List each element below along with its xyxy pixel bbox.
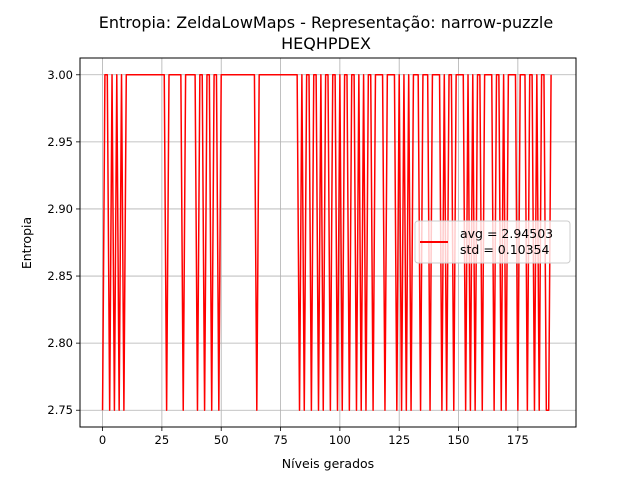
chart-title-line2: HEQHPDEX	[281, 34, 371, 53]
legend-box	[414, 220, 571, 264]
legend-std-text: std = 0.10354	[460, 242, 550, 257]
x-tick-label: 150	[448, 433, 470, 447]
legend-avg-text: avg = 2.94503	[460, 226, 553, 241]
x-tick-label: 25	[155, 433, 170, 447]
x-axis-label: Níveis gerados	[282, 456, 374, 471]
y-axis-label: Entropia	[19, 217, 34, 269]
y-tick-label: 3.00	[47, 68, 73, 82]
x-tick-label: 125	[388, 433, 410, 447]
y-tick-label: 2.80	[47, 336, 73, 350]
x-tick-label: 50	[214, 433, 229, 447]
chart-title-line1: Entropia: ZeldaLowMaps - Representação: …	[99, 13, 553, 32]
legend: avg = 2.94503 std = 0.10354	[414, 220, 571, 264]
x-tick-label: 100	[329, 433, 351, 447]
y-axis-ticks: 2.75 2.80 2.85 2.90 2.95 3.00	[47, 68, 80, 417]
y-tick-label: 2.75	[47, 403, 73, 417]
x-tick-label: 175	[507, 433, 529, 447]
x-tick-label: 0	[99, 433, 106, 447]
plot-frame	[79, 57, 577, 428]
y-tick-label: 2.85	[47, 269, 73, 283]
x-tick-label: 75	[273, 433, 288, 447]
x-axis-ticks: 0 25 50 75 100 125 150 175	[99, 427, 529, 447]
y-tick-label: 2.95	[47, 135, 73, 149]
y-tick-label: 2.90	[47, 202, 73, 216]
